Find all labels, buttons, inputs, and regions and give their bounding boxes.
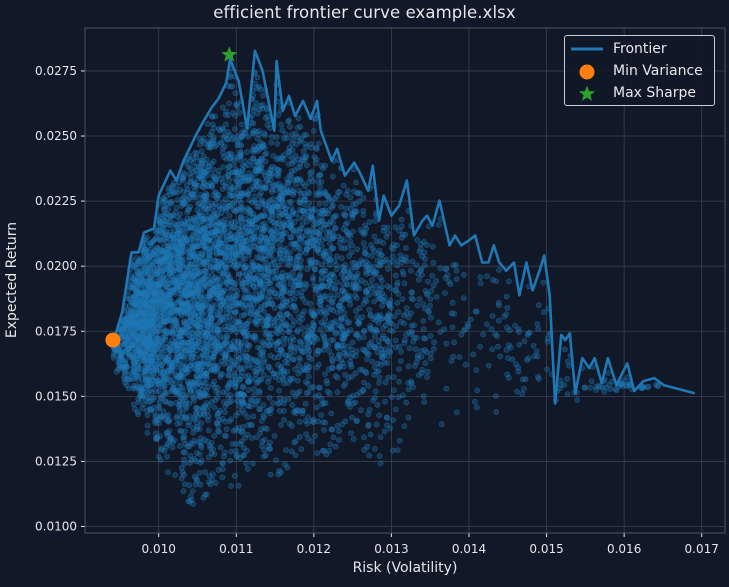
y-tick-label: 0.0175 — [35, 324, 77, 338]
legend-item-max-sharpe: Max Sharpe — [565, 82, 696, 104]
legend-label: Frontier — [613, 41, 667, 57]
y-tick-label: 0.0200 — [35, 259, 77, 273]
legend-label: Max Sharpe — [613, 85, 696, 101]
legend-item-min-variance: Min Variance — [565, 60, 703, 82]
y-tick-label: 0.0250 — [35, 129, 77, 143]
x-tick-label: 0.013 — [374, 542, 408, 556]
x-tick-label: 0.012 — [297, 542, 331, 556]
x-tick-label: 0.015 — [529, 542, 563, 556]
y-tick-label: 0.0275 — [35, 64, 77, 78]
x-tick-label: 0.011 — [219, 542, 253, 556]
y-axis-label: Expected Return — [4, 222, 20, 338]
min-variance-marker — [105, 333, 120, 348]
x-axis-label: Risk (Volatility) — [85, 560, 725, 576]
y-tick-label: 0.0125 — [35, 454, 77, 468]
legend-label: Min Variance — [613, 63, 703, 79]
y-tick-label: 0.0100 — [35, 519, 77, 533]
circle-icon — [569, 60, 605, 82]
chart-title: efficient frontier curve example.xlsx — [0, 3, 729, 22]
x-tick-label: 0.017 — [685, 542, 719, 556]
star-icon — [569, 82, 605, 104]
scatter-points — [111, 66, 661, 507]
legend: Frontier Min Variance Max Sharpe — [564, 35, 715, 106]
x-tick-label: 0.016 — [607, 542, 641, 556]
x-tick-label: 0.014 — [452, 542, 486, 556]
y-tick-label: 0.0225 — [35, 194, 77, 208]
line-icon — [569, 38, 605, 60]
legend-item-frontier: Frontier — [565, 38, 667, 60]
x-tick-label: 0.010 — [142, 542, 176, 556]
y-tick-label: 0.0150 — [35, 389, 77, 403]
